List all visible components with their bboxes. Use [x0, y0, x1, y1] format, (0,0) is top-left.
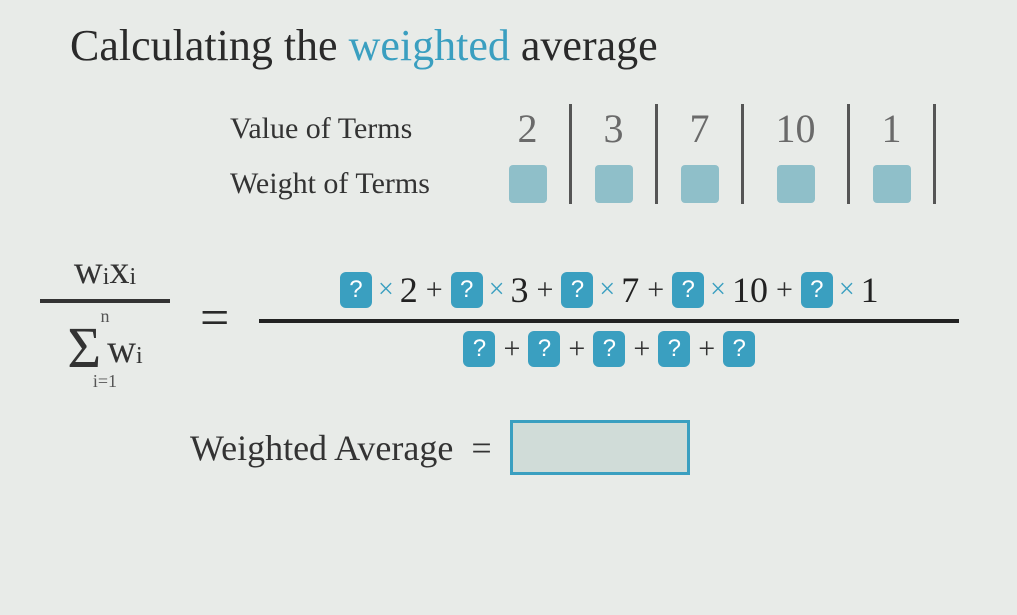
divider — [933, 104, 936, 204]
mult-icon: × — [839, 274, 855, 306]
weight-cell[interactable] — [748, 165, 843, 203]
chip-input[interactable]: ? — [801, 272, 833, 308]
sum-upper-limit: n — [100, 307, 109, 325]
title-post: average — [510, 21, 658, 70]
formula-lhs: wixi n Σ wi i=1 — [40, 246, 170, 390]
divider — [569, 104, 572, 204]
weights-cells — [490, 165, 929, 203]
term-value: 1 — [861, 269, 879, 311]
weight-input-5[interactable] — [873, 165, 911, 203]
divider — [741, 104, 744, 204]
mult-icon: × — [378, 274, 394, 306]
page-title: Calculating the weighted average — [70, 20, 977, 71]
plus-icon: + — [633, 332, 650, 366]
answer-equals: = — [471, 427, 491, 469]
weight-input-3[interactable] — [681, 165, 719, 203]
weights-label: Weight of Terms — [230, 167, 490, 201]
plus-icon: + — [503, 332, 520, 366]
chip-input[interactable]: ? — [593, 331, 625, 367]
plus-icon: + — [426, 273, 443, 307]
equals-sign: = — [200, 289, 229, 348]
value-cell: 3 — [576, 105, 651, 152]
answer-row: Weighted Average = — [190, 420, 977, 475]
weight-cell[interactable] — [854, 165, 929, 203]
weight-cell[interactable] — [662, 165, 737, 203]
lhs-i: i — [103, 264, 110, 291]
value-cell: 1 — [854, 105, 929, 152]
chip-input[interactable]: ? — [528, 331, 560, 367]
chip-input[interactable]: ? — [658, 331, 690, 367]
plus-icon: + — [776, 273, 793, 307]
lhs-i3: i — [136, 343, 143, 370]
term-value: 2 — [400, 269, 418, 311]
mult-icon: × — [489, 274, 505, 306]
rhs-numerator: ?×2 + ?×3 + ?×7 + ?×10 + ?×1 — [340, 269, 879, 311]
value-cell: 7 — [662, 105, 737, 152]
chip-input[interactable]: ? — [340, 272, 372, 308]
lhs-i2: i — [129, 264, 136, 291]
mult-icon: × — [710, 274, 726, 306]
term-value: 10 — [732, 269, 768, 311]
formula-rhs: ?×2 + ?×3 + ?×7 + ?×10 + ?×1 ? + ? + ? +… — [259, 269, 959, 367]
weights-row: Weight of Terms — [230, 156, 977, 211]
weight-cell[interactable] — [490, 165, 565, 203]
chip-input[interactable]: ? — [451, 272, 483, 308]
sigma-icon: Σ — [67, 325, 101, 371]
plus-icon: + — [568, 332, 585, 366]
formula-row: wixi n Σ wi i=1 = ?×2 + ?×3 + ?×7 + ?×10 — [40, 246, 977, 390]
title-pre: Calculating the — [70, 21, 349, 70]
chip-input[interactable]: ? — [723, 331, 755, 367]
weight-input-1[interactable] — [509, 165, 547, 203]
divider — [847, 104, 850, 204]
fraction-bar — [40, 299, 170, 303]
chip-input[interactable]: ? — [463, 331, 495, 367]
divider — [655, 104, 658, 204]
sum-lower-limit: i=1 — [93, 372, 117, 390]
answer-label: Weighted Average — [190, 427, 453, 469]
weight-input-2[interactable] — [595, 165, 633, 203]
rhs-denominator: ? + ? + ? + ? + ? — [463, 331, 755, 367]
chip-input[interactable]: ? — [561, 272, 593, 308]
weight-input-4[interactable] — [777, 165, 815, 203]
lhs-denominator: n Σ wi i=1 — [67, 307, 142, 390]
values-label: Value of Terms — [230, 112, 490, 146]
term-value: 3 — [511, 269, 529, 311]
lhs-w2: w — [107, 325, 136, 372]
term-value: 7 — [621, 269, 639, 311]
weight-cell[interactable] — [576, 165, 651, 203]
chip-input[interactable]: ? — [672, 272, 704, 308]
lhs-x: x — [109, 246, 129, 293]
values-cells: 2 3 7 10 1 — [490, 79, 940, 179]
fraction-bar — [259, 319, 959, 323]
value-cell: 2 — [490, 105, 565, 152]
plus-icon: + — [647, 273, 664, 307]
lhs-numerator: wixi — [74, 246, 136, 295]
mult-icon: × — [599, 274, 615, 306]
terms-table: Value of Terms 2 3 7 10 1 Weight of Term… — [230, 101, 977, 211]
plus-icon: + — [698, 332, 715, 366]
lhs-w: w — [74, 246, 103, 293]
plus-icon: + — [537, 273, 554, 307]
title-accent: weighted — [349, 21, 510, 70]
value-cell: 10 — [748, 105, 843, 152]
answer-input[interactable] — [510, 420, 690, 475]
values-row: Value of Terms 2 3 7 10 1 — [230, 101, 977, 156]
